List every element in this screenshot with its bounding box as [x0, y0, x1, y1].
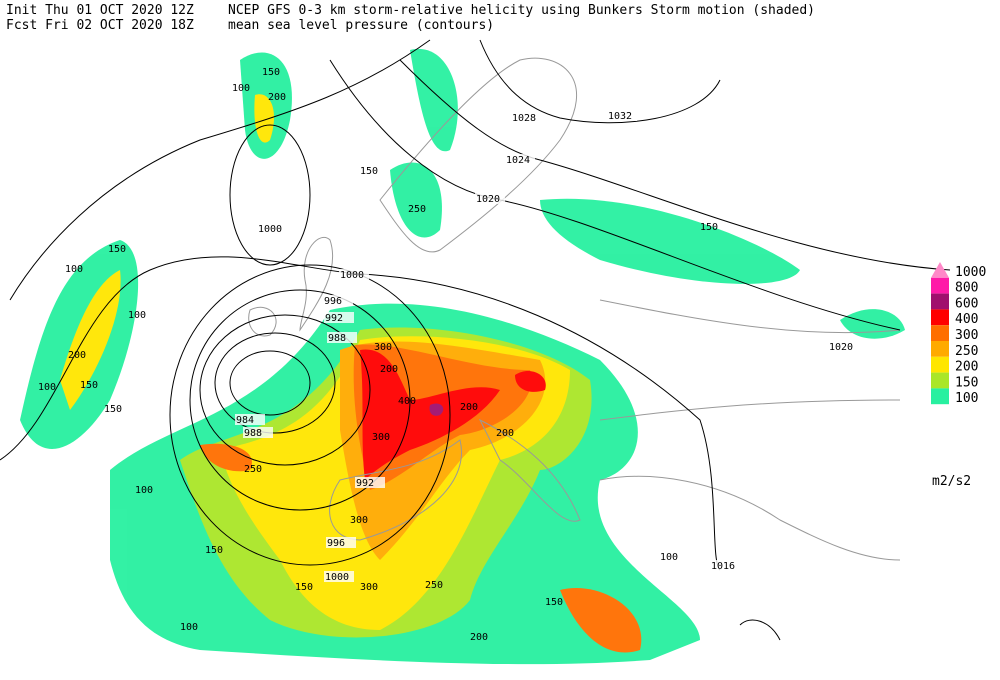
contour-label-bg	[339, 269, 369, 280]
legend-swatch	[931, 293, 949, 310]
shade-label: 300	[374, 342, 392, 353]
legend-swatch	[931, 309, 949, 326]
init-time: Init Thu 01 OCT 2020 12Z	[6, 3, 194, 18]
contour-label-bg	[505, 154, 535, 165]
contour-label: 1028	[512, 113, 536, 124]
shade-labels: 100 150 100 150 200 100 150 150 100 200 150 250 300 2…	[38, 67, 718, 643]
shade-label: 200	[268, 92, 286, 103]
shade-label: 200	[68, 350, 86, 361]
contour-label-bg	[257, 223, 287, 234]
legend-swatch	[931, 277, 949, 294]
contour-label-bg	[828, 341, 858, 352]
legend-label: 150	[955, 375, 978, 390]
contour-labels: 1032 1028 1024 1020 1000 1000 996 992 988 984 988 9…	[235, 110, 858, 583]
shade-label: 250	[408, 204, 426, 215]
contour-label: 1016	[711, 561, 735, 572]
contour-label: 992	[325, 313, 343, 324]
contour-label: 984	[236, 415, 254, 426]
contour-label-bg	[324, 571, 354, 582]
forecast-time: Fcst Fri 02 OCT 2020 18Z	[6, 18, 194, 33]
legend-label: 400	[955, 312, 978, 327]
shade-label: 150	[360, 166, 378, 177]
contour-label: 992	[356, 478, 374, 489]
contour-label: 1032	[608, 111, 632, 122]
contour-label-bg	[511, 112, 541, 123]
contour-label-bg	[607, 110, 637, 121]
shade-label: 100	[135, 485, 153, 496]
shade-label: 150	[104, 404, 122, 415]
contour-label-bg	[355, 477, 385, 488]
shade-label: 400	[398, 396, 416, 407]
contour-label: 988	[244, 428, 262, 439]
shade-label: 100	[65, 264, 83, 275]
contour-label: 1000	[340, 270, 364, 281]
legend-swatch	[931, 325, 949, 341]
contour-label: 1020	[476, 194, 500, 205]
subtitle: mean sea level pressure (contours)	[228, 18, 494, 33]
contour-label-bg	[323, 295, 353, 306]
shade-label: 100	[232, 83, 250, 94]
shade-label: 250	[244, 464, 262, 475]
legend-swatch	[931, 388, 949, 405]
contour-label-bg	[475, 193, 505, 204]
contour-label: 1020	[829, 342, 853, 353]
legend-label: 300	[955, 328, 978, 343]
shade-label: 150	[205, 545, 223, 556]
contour-label: 1024	[506, 155, 530, 166]
contour-label: 1000	[325, 572, 349, 583]
shade-label: 300	[360, 582, 378, 593]
shade-label: 300	[372, 432, 390, 443]
contour-label: 988	[328, 333, 346, 344]
legend-units: m2/s2	[932, 474, 971, 489]
legend-label: 1000	[955, 265, 986, 280]
legend-label: 800	[955, 281, 978, 296]
contour-label-bg	[326, 537, 356, 548]
shade-label: 150	[700, 222, 718, 233]
contour-label: 1000	[258, 224, 282, 235]
shade-label: 150	[108, 244, 126, 255]
contour-label-bg	[235, 414, 265, 425]
legend-swatch	[931, 372, 949, 389]
shade-label: 100	[180, 622, 198, 633]
legend-label: 250	[955, 344, 978, 359]
shade-label: 100	[38, 382, 56, 393]
contour-label-bg	[327, 332, 357, 343]
shade-label: 150	[295, 582, 313, 593]
legend-swatch	[931, 356, 949, 373]
shade-label: 150	[80, 380, 98, 391]
map-area	[0, 39, 951, 665]
contour-label-bg	[324, 312, 354, 323]
legend-label: 100	[955, 391, 978, 406]
shade-label: 300	[350, 515, 368, 526]
shade-label: 200	[460, 402, 478, 413]
contour-label-bg	[710, 560, 740, 571]
shade-label: 100	[128, 310, 146, 321]
contour-label-bg	[243, 427, 273, 438]
shade-label: 150	[262, 67, 280, 78]
shade-label: 100	[660, 552, 678, 563]
shade-label: 250	[425, 580, 443, 591]
shade-label: 200	[496, 428, 514, 439]
shade-label: 200	[380, 364, 398, 375]
shade-label: 200	[470, 632, 488, 643]
legend-label: 600	[955, 296, 978, 311]
legend-label: 200	[955, 360, 978, 375]
shade-label: 150	[545, 597, 563, 608]
legend-swatch	[931, 262, 949, 278]
contour-label: 996	[327, 538, 345, 549]
legend-swatch	[931, 341, 949, 357]
title: NCEP GFS 0-3 km storm-relative helicity …	[228, 3, 815, 18]
contour-label: 996	[324, 296, 342, 307]
